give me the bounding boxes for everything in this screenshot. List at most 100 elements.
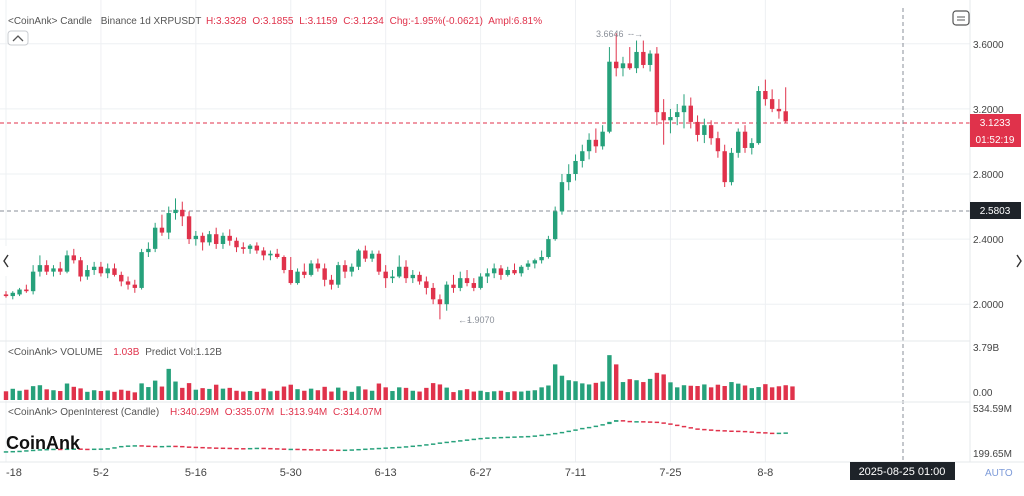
candle-body bbox=[139, 252, 144, 288]
oi-candle bbox=[403, 446, 409, 448]
volume-bar bbox=[132, 392, 138, 400]
oi-candle bbox=[675, 424, 680, 427]
volume-bar bbox=[241, 391, 246, 400]
oi-candle bbox=[119, 445, 124, 448]
oi-candle bbox=[152, 445, 158, 448]
price-tick-label: 2.8000 bbox=[973, 170, 1004, 181]
volume-bar bbox=[173, 381, 178, 400]
candle-body bbox=[688, 105, 693, 122]
volume-bar bbox=[525, 390, 531, 400]
candle-body bbox=[566, 174, 571, 183]
candle-body bbox=[708, 125, 714, 139]
time-tick-label: 7-11 bbox=[565, 467, 586, 479]
oi-candle bbox=[661, 422, 666, 424]
volume-bar bbox=[668, 382, 673, 400]
candle-body bbox=[376, 253, 382, 272]
candle-body bbox=[634, 51, 639, 69]
oi-candle bbox=[349, 449, 354, 451]
oi-candle bbox=[424, 444, 429, 446]
oi-candle bbox=[10, 450, 15, 453]
volume-bar bbox=[573, 381, 578, 400]
candle-body bbox=[478, 276, 483, 288]
oi-candle bbox=[383, 447, 388, 449]
oi-candle bbox=[268, 447, 273, 450]
volume-bar bbox=[641, 382, 646, 400]
oi-candle bbox=[30, 449, 36, 452]
volume-bar bbox=[139, 383, 144, 400]
volume-bar bbox=[580, 383, 585, 400]
volume-bar bbox=[776, 386, 782, 400]
oi-candle bbox=[729, 430, 734, 433]
open-interest-series bbox=[3, 420, 788, 453]
candle-body bbox=[166, 213, 171, 233]
volume-bar bbox=[681, 385, 687, 400]
price-tick-label: 3.6000 bbox=[973, 40, 1004, 51]
oi-candle bbox=[539, 434, 544, 437]
scroll-right-button[interactable] bbox=[1012, 246, 1024, 276]
volume-bar bbox=[458, 390, 463, 400]
volume-bar bbox=[159, 386, 165, 400]
candle-body bbox=[125, 281, 131, 285]
oi-candle bbox=[776, 432, 782, 435]
volume-bar bbox=[152, 380, 158, 400]
volume-bar bbox=[620, 382, 626, 400]
candle-body bbox=[275, 253, 280, 257]
low-marker-arrow: ←- bbox=[458, 315, 470, 325]
volume-bar bbox=[688, 385, 693, 400]
candle-body bbox=[749, 143, 754, 148]
volume-bar bbox=[749, 388, 754, 400]
oi-candle bbox=[58, 448, 63, 451]
candle-body bbox=[17, 289, 22, 295]
volume-bar bbox=[769, 387, 775, 400]
volume-bar bbox=[729, 382, 734, 400]
candle-body bbox=[512, 270, 517, 274]
oi-candle bbox=[17, 450, 22, 453]
chevron-up-icon bbox=[12, 35, 24, 42]
oi-candle bbox=[580, 427, 585, 430]
candle-body bbox=[315, 263, 321, 269]
oi-candle bbox=[227, 447, 232, 450]
volume-bar bbox=[451, 392, 456, 400]
volume-bar bbox=[322, 386, 327, 400]
candle-body bbox=[424, 281, 429, 288]
volume-bar bbox=[356, 386, 361, 400]
oi-candle bbox=[593, 425, 599, 428]
volume-bar bbox=[491, 391, 497, 400]
oi-candle bbox=[749, 431, 754, 433]
volume-bar bbox=[546, 385, 551, 400]
candle-body bbox=[458, 278, 463, 288]
scroll-left-button[interactable] bbox=[0, 246, 12, 276]
candle-body bbox=[722, 151, 727, 183]
oi-candle bbox=[769, 432, 775, 435]
collapse-button[interactable] bbox=[7, 30, 29, 46]
oi-candle bbox=[207, 447, 212, 449]
screenshot-button[interactable] bbox=[952, 10, 970, 26]
volume-bar bbox=[512, 391, 517, 400]
time-tick-label: 5-30 bbox=[280, 467, 302, 479]
candle-body bbox=[207, 234, 212, 243]
volume-bar bbox=[403, 387, 409, 400]
countdown-tag-bg bbox=[970, 131, 1021, 147]
coinank-watermark: CoinAnk bbox=[6, 433, 81, 453]
oi-candle bbox=[736, 430, 741, 433]
oi-candle bbox=[3, 451, 9, 453]
oi-candle bbox=[458, 440, 463, 442]
candle-body bbox=[152, 227, 158, 249]
volume-bar bbox=[369, 390, 375, 400]
volume-bar bbox=[627, 379, 632, 400]
volume-bar bbox=[607, 355, 612, 400]
candle-body bbox=[471, 283, 477, 288]
candle-body bbox=[444, 284, 449, 305]
candle-body bbox=[342, 265, 348, 272]
oi-candle bbox=[763, 432, 768, 434]
auto-scale-button[interactable]: AUTO bbox=[985, 468, 1013, 479]
oi-candle bbox=[78, 448, 83, 450]
candle-body bbox=[213, 234, 219, 244]
volume-bar bbox=[559, 375, 565, 400]
oi-candle bbox=[634, 421, 639, 423]
candle-body bbox=[763, 91, 768, 100]
oi-candle bbox=[356, 448, 361, 451]
oi-candle bbox=[37, 449, 43, 451]
oi-candle bbox=[180, 445, 185, 448]
volume-bar bbox=[390, 391, 395, 400]
